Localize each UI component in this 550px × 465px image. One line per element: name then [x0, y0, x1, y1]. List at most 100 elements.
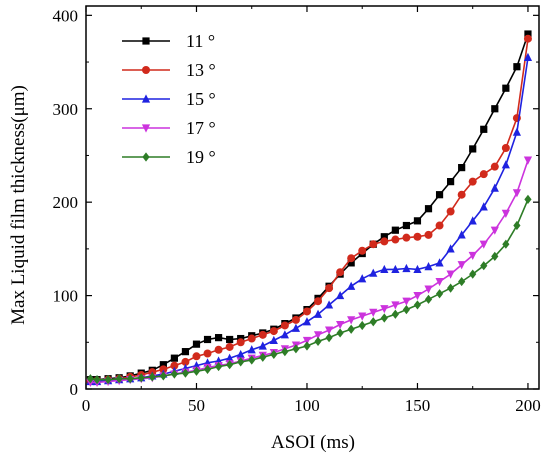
- data-point: [303, 341, 311, 351]
- legend-entry: 15 °: [122, 89, 216, 109]
- data-point: [115, 374, 123, 384]
- series-2: [86, 34, 532, 385]
- legend-swatch-marker: [141, 94, 151, 103]
- data-point: [226, 360, 234, 370]
- data-point: [336, 320, 345, 330]
- data-point: [181, 368, 190, 378]
- data-point: [480, 261, 488, 271]
- data-point: [458, 276, 466, 287]
- data-point: [280, 321, 289, 330]
- x-tick-label: 0: [82, 396, 91, 415]
- series-line: [90, 38, 529, 382]
- data-point: [358, 246, 367, 255]
- data-point: [468, 251, 477, 261]
- data-point: [270, 349, 278, 360]
- data-point: [457, 190, 466, 199]
- legend-label: 17 °: [186, 118, 216, 138]
- data-point: [402, 297, 411, 306]
- data-point: [469, 145, 477, 153]
- data-point: [501, 209, 510, 218]
- legend-swatch-marker: [141, 124, 151, 133]
- data-point: [402, 304, 411, 315]
- data-point: [380, 264, 389, 274]
- data-point: [203, 349, 212, 358]
- series-line: [90, 57, 529, 383]
- data-point: [236, 338, 245, 347]
- data-point: [435, 221, 444, 230]
- data-point: [225, 353, 234, 362]
- data-point: [237, 357, 245, 367]
- y-tick-label: 100: [53, 287, 79, 306]
- data-point: [391, 264, 400, 274]
- data-point: [479, 240, 488, 249]
- data-point: [413, 291, 422, 301]
- data-point: [458, 164, 466, 172]
- data-point: [358, 320, 366, 331]
- data-point: [402, 263, 411, 273]
- data-point: [524, 30, 532, 38]
- data-point: [314, 336, 322, 346]
- data-point: [369, 268, 378, 277]
- data-point: [93, 375, 101, 385]
- data-point: [380, 233, 388, 241]
- data-point: [513, 220, 521, 231]
- data-point: [159, 365, 168, 374]
- data-point: [325, 333, 333, 343]
- data-point: [280, 330, 289, 339]
- data-point: [324, 326, 334, 335]
- data-point: [214, 345, 223, 354]
- y-tick-label: 400: [53, 6, 79, 25]
- data-point: [347, 316, 356, 325]
- data-point: [424, 294, 433, 304]
- data-point: [181, 357, 190, 366]
- data-point: [313, 331, 323, 340]
- data-point: [281, 347, 289, 357]
- data-point: [391, 309, 399, 319]
- data-point: [148, 372, 156, 382]
- data-point: [324, 300, 334, 309]
- data-point: [413, 264, 422, 274]
- data-point: [435, 289, 444, 299]
- data-point: [479, 202, 488, 211]
- legend-swatch-marker: [142, 37, 150, 45]
- data-point: [170, 361, 179, 370]
- plot-frame: [85, 5, 540, 390]
- data-point: [380, 305, 389, 314]
- data-point: [86, 374, 95, 384]
- data-point: [159, 371, 167, 381]
- x-tick-label: 150: [405, 396, 431, 415]
- data-point: [314, 297, 323, 306]
- data-point: [291, 323, 301, 332]
- data-point: [435, 277, 444, 287]
- data-point: [391, 301, 400, 310]
- data-point: [347, 324, 355, 334]
- data-point: [402, 233, 411, 242]
- data-point: [225, 342, 234, 351]
- series-3: [86, 52, 533, 386]
- x-axis-title: ASOI (ms): [271, 432, 355, 453]
- legend-swatch-marker: [142, 152, 150, 162]
- data-point: [192, 352, 201, 361]
- data-point: [480, 125, 488, 133]
- data-point: [523, 156, 533, 165]
- data-point: [468, 177, 477, 186]
- x-tick-label: 200: [515, 396, 541, 415]
- data-point: [269, 335, 278, 345]
- legend-label: 11 °: [186, 31, 215, 51]
- data-point: [236, 349, 245, 359]
- data-point: [247, 334, 256, 343]
- data-point: [336, 328, 344, 338]
- legend-entry: 19 °: [122, 147, 216, 167]
- legend-swatch-marker: [142, 66, 150, 74]
- data-point: [258, 330, 267, 339]
- data-point: [424, 230, 433, 239]
- series-5: [86, 194, 532, 385]
- data-point: [413, 232, 422, 241]
- data-point: [391, 226, 399, 234]
- data-point: [170, 369, 178, 379]
- data-point: [247, 345, 256, 354]
- data-point: [258, 341, 267, 350]
- data-point: [104, 375, 112, 385]
- data-point: [501, 160, 510, 169]
